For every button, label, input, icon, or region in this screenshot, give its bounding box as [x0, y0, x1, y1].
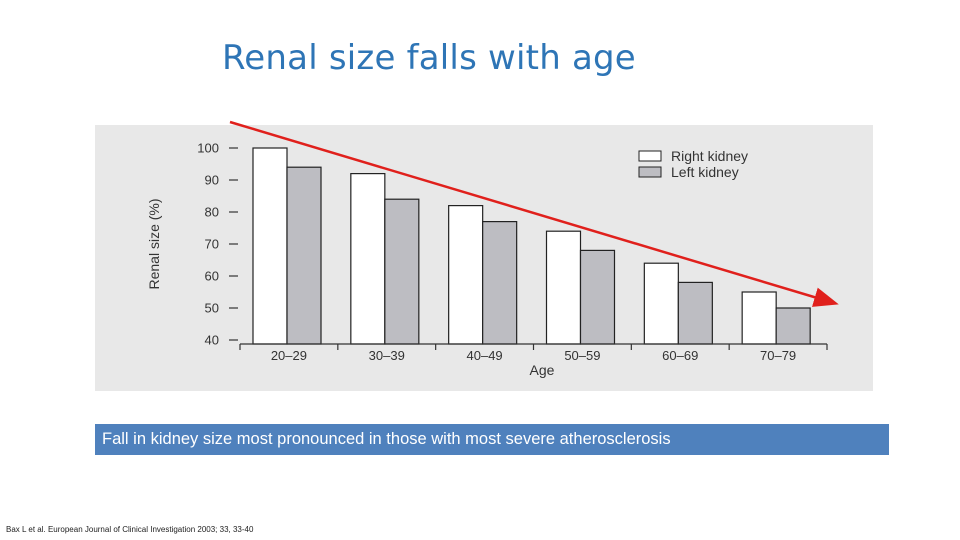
bar-left-kidney-0	[286, 166, 322, 345]
bar-left-kidney-2	[482, 220, 518, 345]
x-tick-label-0: 20–29	[271, 348, 307, 363]
y-tick-label-40: 40	[205, 333, 219, 348]
bar-right-kidney-1	[350, 172, 386, 345]
y-tick-label-100: 100	[197, 141, 219, 156]
caption-box: Fall in kidney size most pronounced in t…	[95, 424, 889, 455]
bar-right-kidney-4	[643, 262, 679, 345]
bar-left-kidney-3	[579, 249, 616, 345]
x-tick-label-5: 70–79	[760, 348, 796, 363]
chart-panel: 100 90 80 70 60 50 40 20–29 30–39 40–49 50–59 60–6…	[95, 125, 873, 391]
y-tick-label-80: 80	[205, 205, 219, 220]
bar-right-kidney-2	[448, 204, 484, 345]
x-tick-label-1: 30–39	[369, 348, 405, 363]
bar-left-kidney-4	[677, 281, 713, 345]
y-tick-label-60: 60	[205, 269, 219, 284]
citation: Bax L et al. European Journal of Clinica…	[6, 525, 254, 534]
legend-swatch-right-kidney	[638, 150, 662, 162]
y-axis-label: Renal size (%)	[146, 198, 162, 289]
y-tick-label-70: 70	[205, 237, 219, 252]
legend-label-left-kidney: Left kidney	[671, 164, 739, 180]
x-tick-label-3: 50–59	[564, 348, 600, 363]
x-axis-label: Age	[530, 362, 555, 378]
y-tick-label-90: 90	[205, 173, 219, 188]
legend-label-right-kidney: Right kidney	[671, 148, 748, 164]
bar-left-kidney-5	[775, 307, 811, 345]
legend: Right kidney Left kidney	[638, 148, 748, 180]
bar-left-kidney-1	[384, 198, 420, 345]
x-tick-label-4: 60–69	[662, 348, 698, 363]
bar-right-kidney-0	[252, 147, 288, 345]
slide-title: Renal size falls with age	[222, 38, 636, 78]
x-axis: 20–29 30–39 40–49 50–59 60–69 70–79	[239, 343, 828, 363]
x-tick-label-2: 40–49	[467, 348, 503, 363]
caption-text: Fall in kidney size most pronounced in t…	[102, 430, 671, 448]
y-tick-label-50: 50	[205, 301, 219, 316]
y-axis: 100 90 80 70 60 50 40	[197, 141, 238, 348]
legend-swatch-left-kidney	[638, 166, 662, 178]
bar-right-kidney-5	[741, 291, 777, 345]
bar-right-kidney-3	[545, 230, 582, 345]
bar-chart: 100 90 80 70 60 50 40 20–29 30–39 40–49 50–59 60–6…	[146, 141, 828, 378]
